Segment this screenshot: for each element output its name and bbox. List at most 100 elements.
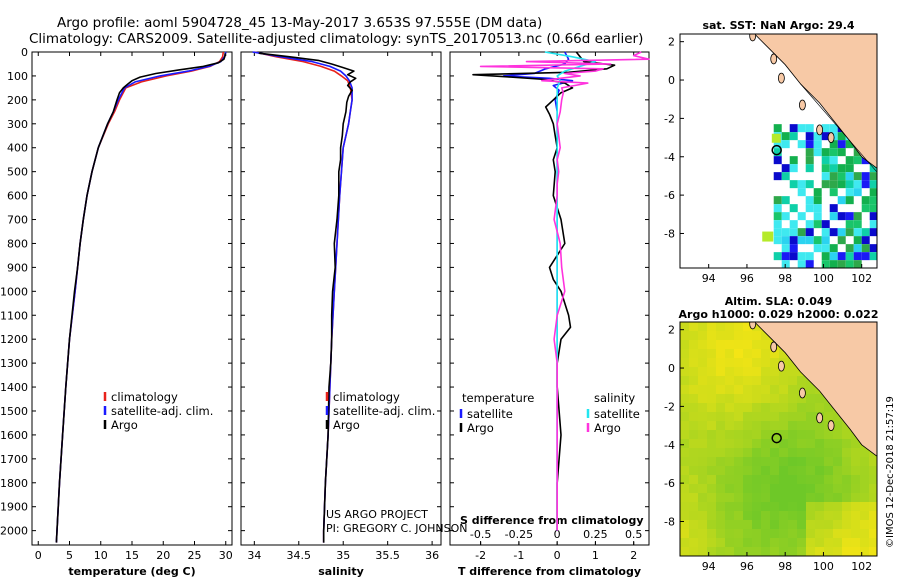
sst-cell (773, 196, 782, 205)
sla-cell (743, 538, 753, 548)
sla-cell (761, 547, 771, 556)
sst-cell (829, 124, 838, 133)
sla-cell (698, 403, 708, 413)
sla-cell (860, 520, 870, 530)
sla-cell (734, 331, 744, 341)
sst-cell (789, 204, 798, 213)
sla-cell (770, 358, 780, 368)
sla-cell (707, 385, 717, 395)
sst-cell (773, 220, 782, 229)
sla-cell (770, 412, 780, 422)
sla-cell (779, 475, 789, 485)
sst-cell (829, 260, 838, 268)
sst-cell (805, 180, 814, 189)
sla-cell (734, 457, 744, 467)
sla-cell (752, 349, 762, 359)
sla-cell (761, 484, 771, 494)
sla-cell (761, 340, 771, 350)
sla-cell (842, 448, 852, 458)
sst-cell (797, 180, 806, 189)
sla-cell (761, 466, 771, 476)
sla-cell (806, 439, 816, 449)
sla-cell (734, 340, 744, 350)
sst-cell (773, 172, 782, 181)
sst-cell (773, 124, 782, 133)
sla-cell (734, 358, 744, 368)
sst-cell (805, 132, 814, 141)
sla-cell (725, 466, 735, 476)
sla-cell (734, 376, 744, 386)
sla-cell (824, 538, 834, 548)
sla-cell (842, 511, 852, 521)
sla-cell (689, 340, 699, 350)
sla-cell (788, 448, 798, 458)
s-tick-label: -0.5 (470, 528, 491, 541)
sst-cell (821, 220, 830, 229)
sla-cell (707, 403, 717, 413)
sst-cell (853, 252, 862, 261)
sst-cell (837, 140, 846, 149)
y-tick-label: 1500 (0, 405, 28, 418)
sla-cell (716, 421, 726, 431)
island (816, 124, 824, 136)
sla-cell (806, 448, 816, 458)
sla-cell (851, 475, 861, 485)
sla-cell (761, 331, 771, 341)
sla-cell (869, 466, 877, 476)
sla-cell (761, 520, 771, 530)
sla-cell (725, 349, 735, 359)
sla-cell (770, 511, 780, 521)
sla-cell (806, 529, 816, 539)
sla-cell (716, 340, 726, 350)
sla-cell (698, 511, 708, 521)
sla-cell (869, 520, 877, 530)
x-tick-label: 100 (813, 272, 834, 285)
sla-cell (680, 340, 690, 350)
sla-cell (689, 412, 699, 422)
sla-cell (761, 529, 771, 539)
sla-cell (743, 529, 753, 539)
y-tick-label: 1700 (0, 453, 28, 466)
sst-cell (869, 244, 877, 253)
sla-cell (797, 547, 807, 556)
sla-cell (851, 520, 861, 530)
sla-cell (698, 484, 708, 494)
sla_map-body (680, 322, 877, 556)
sla-cell (779, 349, 789, 359)
sst-cell (845, 164, 854, 173)
sst-cell (813, 236, 822, 245)
sla-cell (689, 349, 699, 359)
sla-cell (734, 349, 744, 359)
sla-cell (716, 358, 726, 368)
sst-cell (771, 133, 781, 143)
sla-cell (770, 493, 780, 503)
y-tick-label: 1600 (0, 429, 28, 442)
sla-cell (725, 367, 735, 377)
sla-cell (752, 502, 762, 512)
sla-cell (734, 367, 744, 377)
sla-cell (689, 439, 699, 449)
sla-cell (743, 331, 753, 341)
sla-cell (698, 466, 708, 476)
sla-cell (689, 394, 699, 404)
sst-cell (829, 156, 838, 165)
y-tick-label: 2 (668, 324, 675, 337)
sla-cell (698, 493, 708, 503)
legend-label: climatology (111, 390, 178, 404)
sla-cell (743, 412, 753, 422)
sst-cell (837, 196, 846, 205)
sla-cell (824, 412, 834, 422)
diff-top-xlabel: S difference from climatology (460, 514, 644, 527)
y-tick-label: 800 (7, 237, 28, 250)
sla-cell (797, 466, 807, 476)
sst-cell (797, 252, 806, 261)
sst-cell (821, 148, 830, 157)
sla-cell (806, 421, 816, 431)
sla-cell (761, 412, 771, 422)
sla-cell (869, 475, 877, 485)
sla-cell (698, 529, 708, 539)
legend-title-temperature: temperature (462, 391, 534, 405)
sla-cell (761, 376, 771, 386)
island (749, 34, 757, 42)
sla-cell (851, 466, 861, 476)
